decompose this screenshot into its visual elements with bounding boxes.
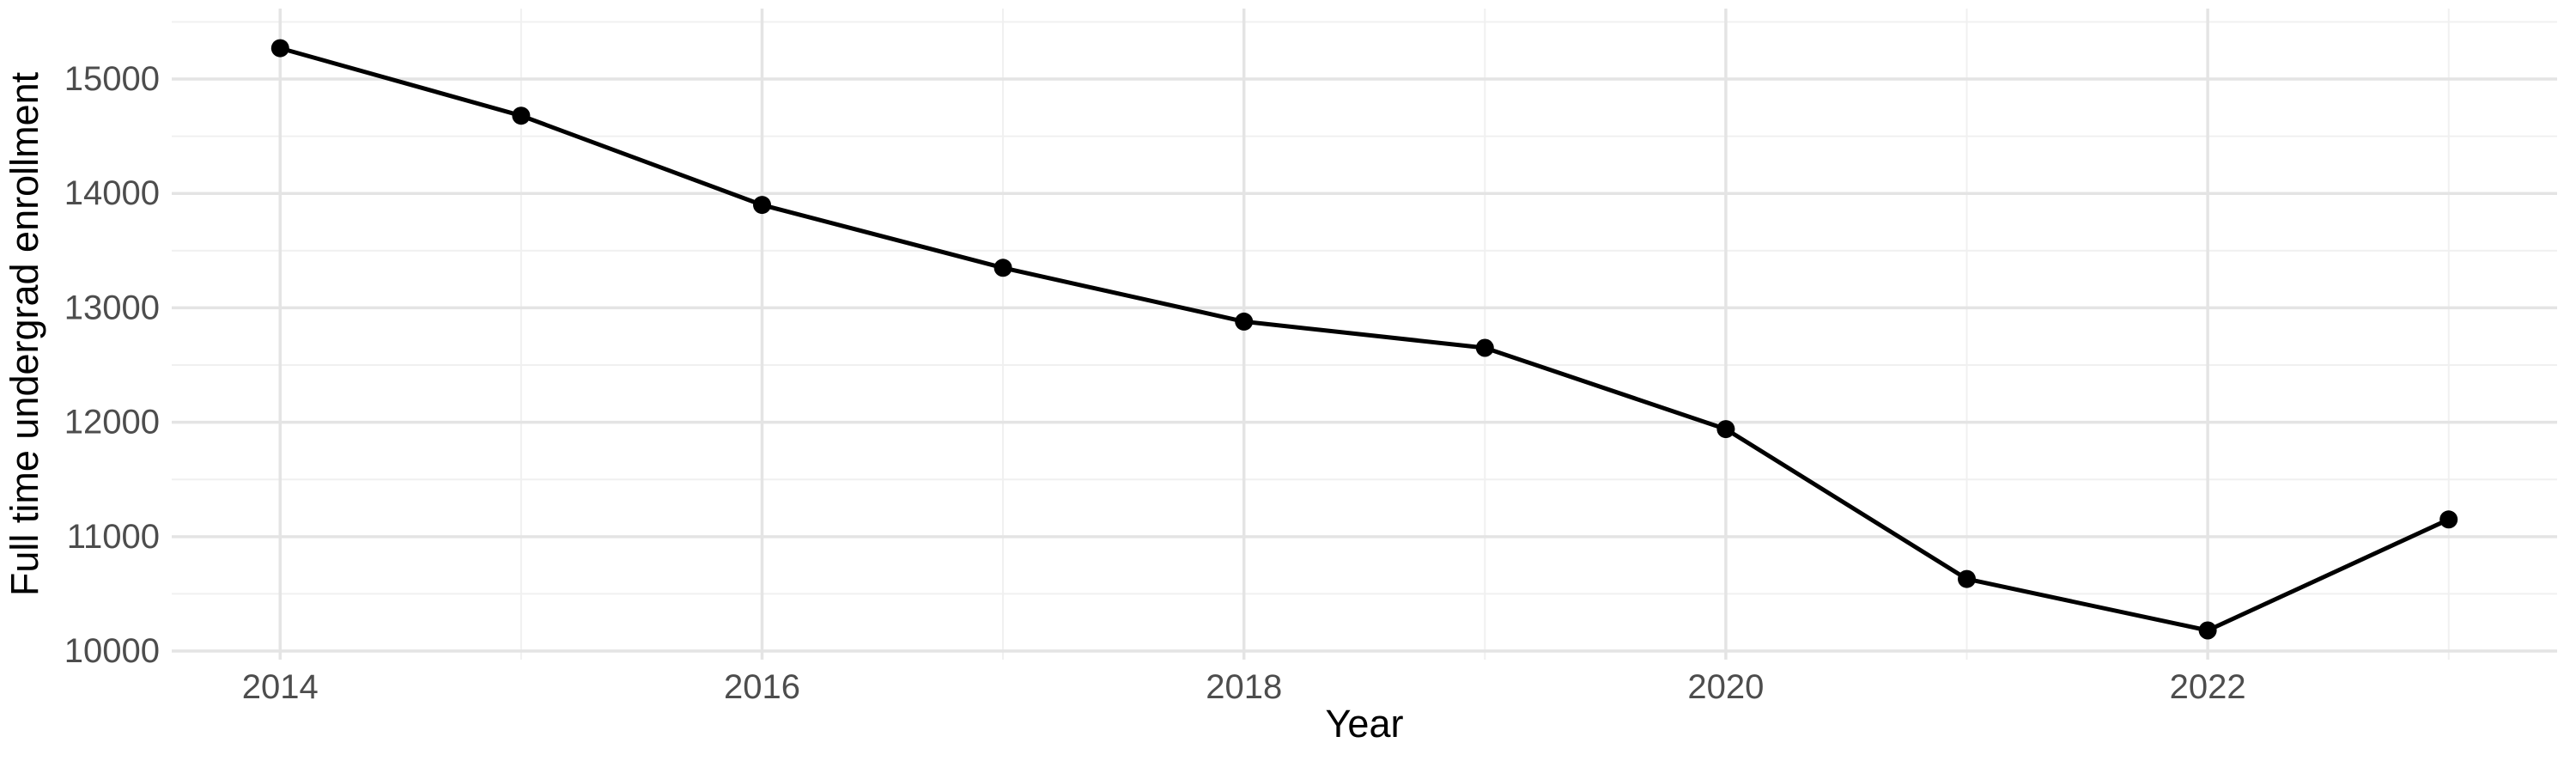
data-point xyxy=(512,107,531,125)
x-tick-label: 2022 xyxy=(2170,668,2246,706)
y-tick-label: 11000 xyxy=(67,518,160,556)
x-tick-labels: 2014 2016 2018 2020 2022 xyxy=(242,668,2246,706)
y-tick-label: 10000 xyxy=(64,632,160,670)
y-tick-label: 14000 xyxy=(64,174,160,212)
data-point xyxy=(1958,569,1976,588)
x-tick-label: 2016 xyxy=(724,668,800,706)
y-tick-label: 13000 xyxy=(64,289,160,326)
data-point xyxy=(2198,621,2217,640)
data-point xyxy=(1475,338,1494,357)
data-point xyxy=(753,196,771,215)
data-point xyxy=(270,39,289,58)
x-tick-label: 2018 xyxy=(1206,668,1282,706)
y-tick-label: 12000 xyxy=(64,404,160,441)
gridlines-major xyxy=(172,9,2557,660)
data-point xyxy=(2439,510,2458,529)
x-tick-label: 2020 xyxy=(1687,668,1764,706)
y-tick-labels: 10000 11000 12000 13000 14000 15000 xyxy=(64,60,160,670)
data-point xyxy=(1716,420,1735,439)
data-point xyxy=(993,259,1012,277)
data-points xyxy=(270,39,2458,640)
y-axis-title: Full time undergrad enrollment xyxy=(3,71,46,596)
enrollment-series-path xyxy=(277,46,2451,633)
y-tick-label: 15000 xyxy=(64,60,160,98)
x-tick-label: 2014 xyxy=(242,668,319,706)
data-line xyxy=(277,46,2451,633)
gridlines-minor xyxy=(172,9,2557,660)
x-axis-title: Year xyxy=(1326,702,1404,746)
data-point xyxy=(1235,312,1254,331)
